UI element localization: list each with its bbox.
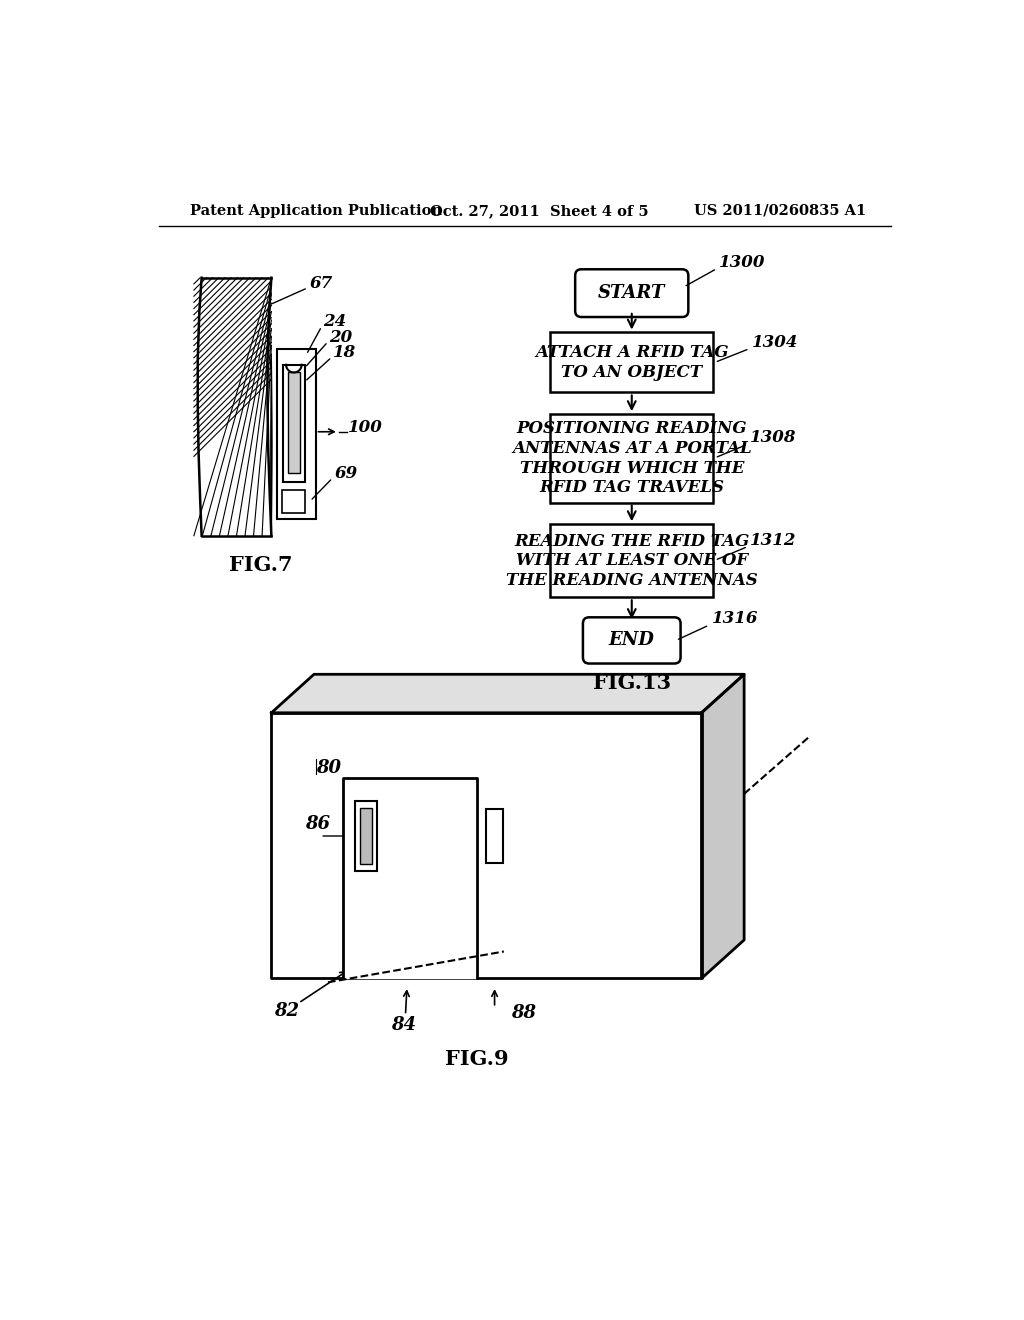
Text: 1304: 1304: [752, 334, 799, 351]
Text: 24: 24: [324, 313, 346, 330]
Bar: [550, 524, 713, 597]
Bar: [550, 333, 713, 392]
Text: 88: 88: [511, 1005, 536, 1022]
Text: ATTACH A RFID TAG
TO AN OBJECT: ATTACH A RFID TAG TO AN OBJECT: [535, 345, 728, 380]
Bar: [359, 808, 372, 865]
Text: 18: 18: [334, 345, 356, 360]
Text: START: START: [598, 284, 666, 302]
Text: Oct. 27, 2011  Sheet 4 of 5: Oct. 27, 2011 Sheet 4 of 5: [430, 203, 649, 218]
Bar: [355, 801, 377, 871]
Text: 1308: 1308: [751, 429, 797, 446]
Text: FIG.7: FIG.7: [228, 554, 292, 576]
Text: 82: 82: [273, 1002, 299, 1020]
Text: 67: 67: [309, 275, 333, 292]
FancyBboxPatch shape: [575, 269, 688, 317]
Polygon shape: [343, 779, 477, 978]
Text: US 2011/0260835 A1: US 2011/0260835 A1: [693, 203, 866, 218]
Text: 1300: 1300: [719, 253, 766, 271]
Text: FIG.9: FIG.9: [445, 1049, 509, 1069]
Text: POSITIONING READING
ANTENNAS AT A PORTAL
THROUGH WHICH THE
RFID TAG TRAVELS: POSITIONING READING ANTENNAS AT A PORTAL…: [512, 420, 752, 496]
FancyBboxPatch shape: [583, 618, 681, 664]
Bar: [288, 372, 300, 473]
Text: 80: 80: [315, 759, 341, 777]
Text: 86: 86: [305, 816, 330, 833]
Text: READING THE RFID TAG
WITH AT LEAST ONE OF
THE READING ANTENNAS: READING THE RFID TAG WITH AT LEAST ONE O…: [506, 533, 758, 589]
Text: END: END: [609, 631, 654, 649]
Text: Patent Application Publication: Patent Application Publication: [190, 203, 442, 218]
Text: 1312: 1312: [751, 532, 797, 549]
Bar: [486, 809, 503, 863]
Bar: [276, 350, 315, 519]
Text: FIG.13: FIG.13: [593, 673, 671, 693]
Polygon shape: [271, 713, 701, 978]
Bar: [550, 414, 713, 503]
Text: 100: 100: [348, 418, 383, 436]
Polygon shape: [271, 675, 744, 713]
Bar: [283, 490, 305, 512]
Text: 69: 69: [334, 465, 357, 482]
Text: 20: 20: [330, 329, 352, 346]
Text: 84: 84: [390, 1015, 416, 1034]
Text: 1316: 1316: [712, 610, 758, 627]
Polygon shape: [701, 675, 744, 978]
Bar: [283, 364, 305, 482]
